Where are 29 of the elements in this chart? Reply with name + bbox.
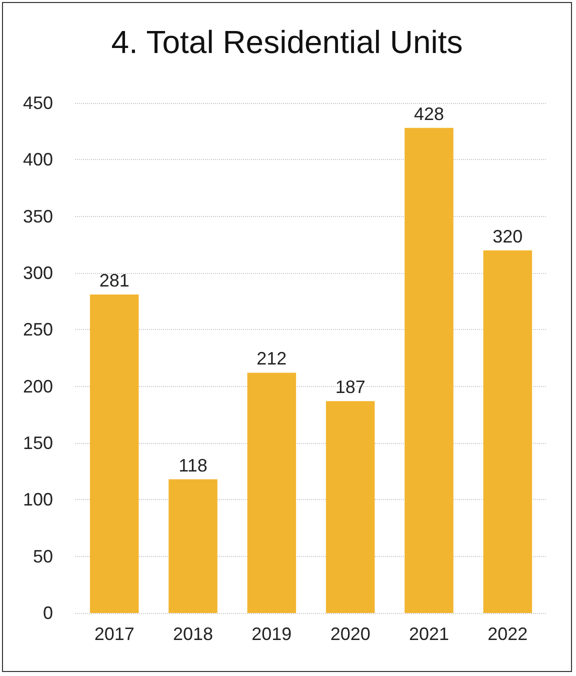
x-tick-label: 2021 [408,624,450,644]
bar [483,250,532,613]
x-tick-label: 2019 [252,624,292,644]
y-tick-label: 300 [22,263,53,283]
y-tick-label: 350 [22,206,53,226]
y-tick-label: 50 [32,546,53,566]
y-tick-label: 100 [22,490,53,510]
data-label: 118 [178,455,208,476]
x-tick-label: 2020 [330,624,370,644]
data-label: 428 [414,104,444,124]
data-label: 212 [256,348,287,369]
y-tick-label: 150 [22,433,53,453]
bar [247,372,296,613]
y-tick-label: 200 [22,376,53,396]
data-label: 320 [492,226,523,246]
x-tick-label: 2018 [172,624,214,644]
bar [90,294,139,613]
bar [404,128,454,613]
y-tick-label: 250 [22,320,53,340]
y-tick-label: 400 [22,150,53,170]
x-tick-label: 2022 [488,624,528,644]
bar [326,401,375,613]
data-label: 281 [99,270,130,291]
y-tick-label: 0 [42,603,53,623]
y-tick-label: 450 [22,93,53,113]
data-label: 187 [335,377,366,398]
bar [168,479,218,613]
chart-title: 4. Total Residential Units [111,24,463,60]
x-tick-label: 2017 [94,624,134,644]
